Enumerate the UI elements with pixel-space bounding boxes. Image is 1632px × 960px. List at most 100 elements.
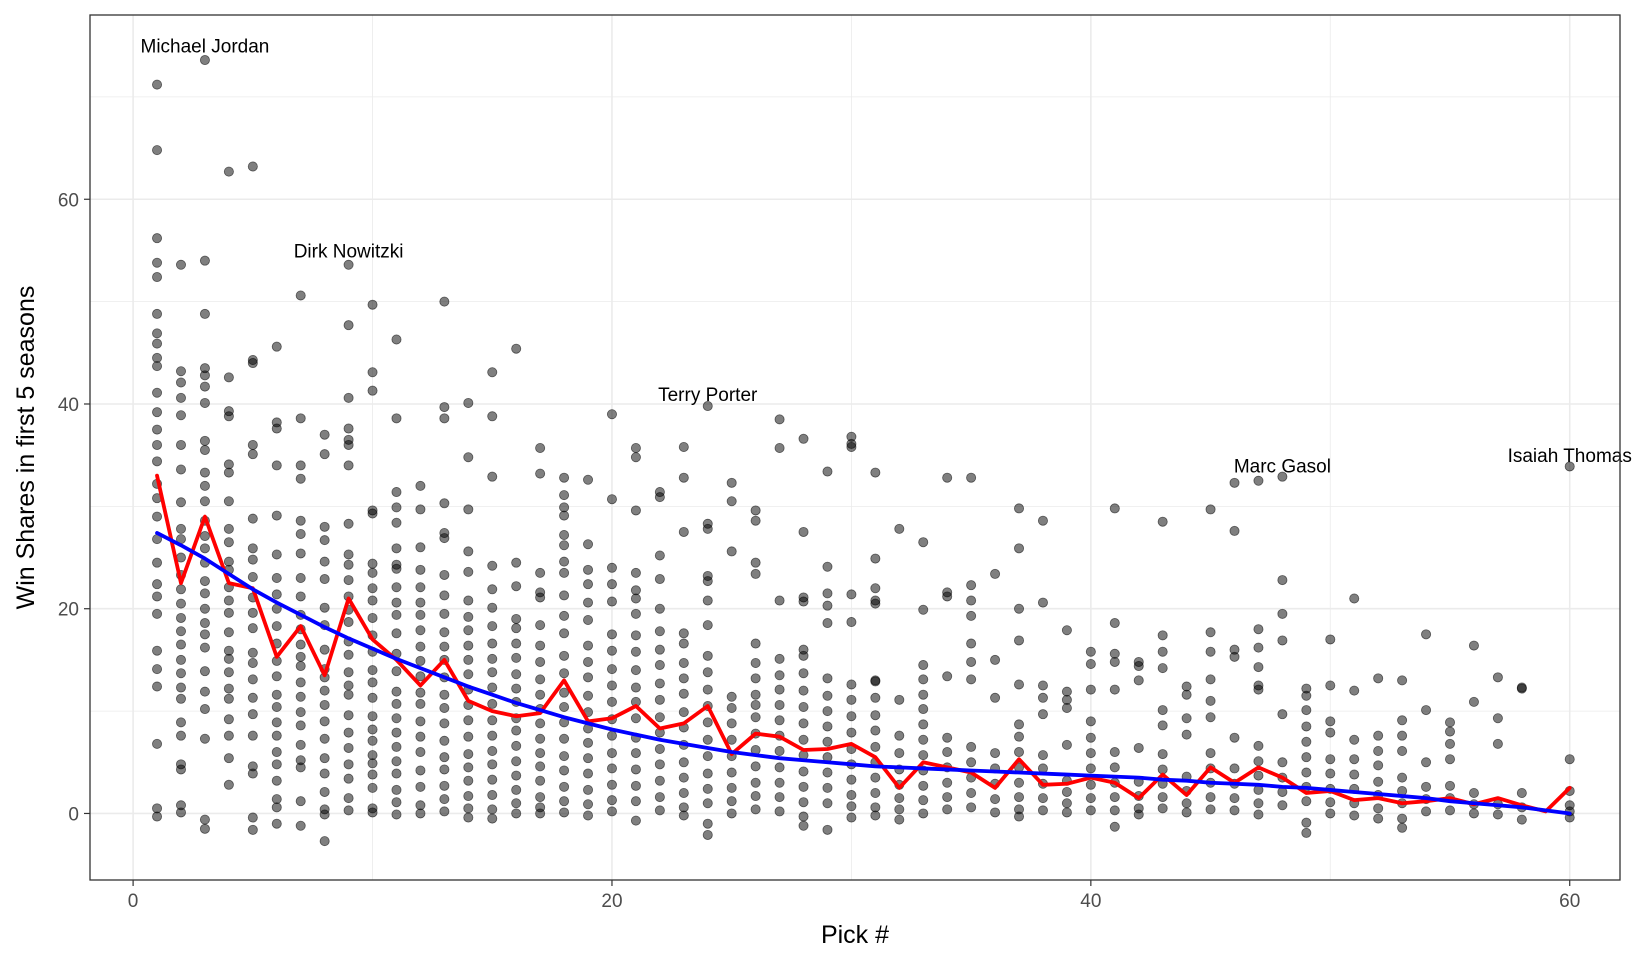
data-point <box>1229 732 1240 743</box>
data-point <box>511 756 522 767</box>
data-point <box>583 614 594 625</box>
data-point <box>678 787 689 798</box>
data-point <box>319 786 330 797</box>
data-point <box>391 487 402 498</box>
data-point <box>726 718 737 729</box>
data-point <box>966 787 977 798</box>
data-point <box>247 161 258 172</box>
data-point <box>367 758 378 769</box>
data-point <box>870 810 881 821</box>
data-point <box>846 679 857 690</box>
data-point <box>487 790 498 801</box>
data-point <box>630 764 641 775</box>
data-point <box>1325 797 1336 808</box>
data-point <box>247 824 258 835</box>
data-point <box>415 687 426 698</box>
data-point <box>343 680 354 691</box>
data-point <box>1325 808 1336 819</box>
data-point <box>319 429 330 440</box>
data-point <box>487 730 498 741</box>
data-point <box>415 480 426 491</box>
data-point <box>1301 705 1312 716</box>
data-point <box>822 600 833 611</box>
data-point <box>199 704 210 715</box>
data-point <box>1014 719 1025 730</box>
data-point <box>846 801 857 812</box>
data-point <box>606 806 617 817</box>
data-point <box>152 664 163 675</box>
data-point <box>487 471 498 482</box>
data-point <box>319 699 330 710</box>
data-point <box>1157 663 1168 674</box>
data-point <box>1277 608 1288 619</box>
data-point <box>846 589 857 600</box>
data-point <box>559 668 570 679</box>
data-point <box>199 55 210 66</box>
player-label: Isaiah Thomas <box>1508 446 1632 467</box>
data-point <box>654 743 665 754</box>
data-point <box>678 657 689 668</box>
data-point <box>319 836 330 847</box>
data-point <box>870 772 881 783</box>
data-point <box>559 540 570 551</box>
data-point <box>846 812 857 823</box>
data-point <box>152 79 163 90</box>
data-point <box>1421 757 1432 768</box>
data-point <box>295 820 306 831</box>
player-label: Marc Gasol <box>1234 456 1331 477</box>
data-point <box>798 433 809 444</box>
data-point <box>1492 809 1503 820</box>
data-point <box>152 387 163 398</box>
data-point <box>343 667 354 678</box>
data-point <box>271 423 282 434</box>
data-point <box>199 576 210 587</box>
data-point <box>1564 754 1575 765</box>
data-point <box>1277 757 1288 768</box>
data-point <box>295 762 306 773</box>
y-tick-label: 40 <box>58 395 79 416</box>
data-point <box>199 823 210 834</box>
data-point <box>199 435 210 446</box>
data-point <box>1157 720 1168 731</box>
data-point <box>606 596 617 607</box>
data-point <box>1301 767 1312 778</box>
data-point <box>271 573 282 584</box>
data-point <box>1349 685 1360 696</box>
data-point <box>1014 731 1025 742</box>
data-point <box>559 567 570 578</box>
data-point <box>1205 804 1216 815</box>
data-point <box>415 564 426 575</box>
data-point <box>846 790 857 801</box>
data-point <box>1037 680 1048 691</box>
data-point <box>1516 814 1527 825</box>
data-point <box>391 713 402 724</box>
data-point <box>511 557 522 568</box>
data-point <box>1014 603 1025 614</box>
data-point <box>606 779 617 790</box>
data-point <box>1085 716 1096 727</box>
data-point <box>774 806 785 817</box>
data-point <box>463 731 474 742</box>
data-point <box>918 537 929 548</box>
data-point <box>223 627 234 638</box>
data-point <box>247 647 258 658</box>
data-point <box>1301 690 1312 701</box>
data-point <box>1277 635 1288 646</box>
data-point <box>774 746 785 757</box>
data-point <box>750 761 761 772</box>
data-point <box>415 765 426 776</box>
data-point <box>439 780 450 791</box>
data-point <box>1037 692 1048 703</box>
data-point <box>1109 684 1120 695</box>
data-point <box>152 557 163 568</box>
data-point <box>487 682 498 693</box>
data-point <box>463 452 474 463</box>
data-point <box>175 626 186 637</box>
data-point <box>774 777 785 788</box>
data-point <box>439 641 450 652</box>
data-point <box>343 649 354 660</box>
x-tick-label: 20 <box>601 891 622 912</box>
data-point <box>175 464 186 475</box>
data-point <box>175 668 186 679</box>
data-point <box>391 413 402 424</box>
